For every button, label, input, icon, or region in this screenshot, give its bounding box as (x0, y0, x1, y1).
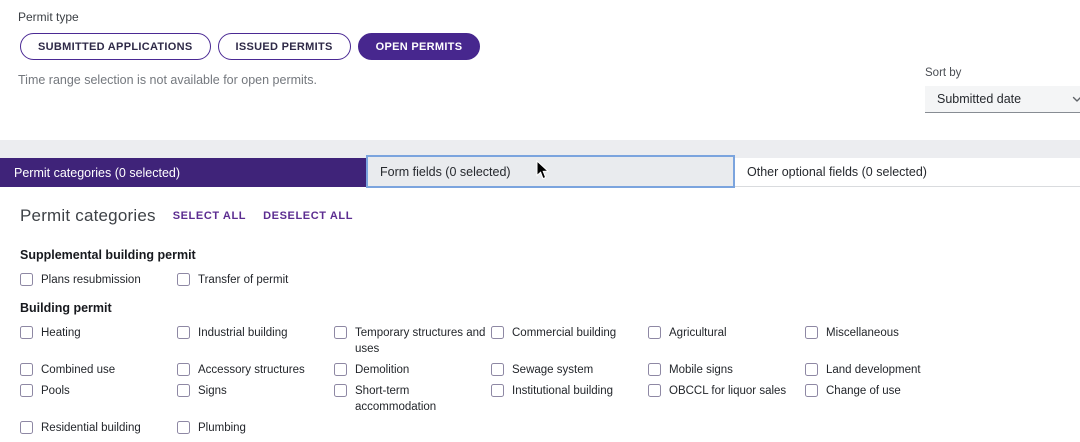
group-heading: Building permit (20, 301, 112, 315)
checkbox-label: Combined use (41, 364, 116, 376)
checkbox-label: Heating (41, 327, 81, 339)
checkbox-label: Industrial building (198, 327, 288, 339)
checkbox-label: Signs (198, 385, 227, 397)
tab-other-optional-fields[interactable]: Other optional fields (0 selected) (735, 158, 1080, 187)
checkbox-item-mobile-signs[interactable]: Mobile signs (648, 362, 805, 378)
checkbox-label: Demolition (355, 364, 410, 376)
page-title: Permit categories (20, 206, 156, 225)
checkbox-item-signs[interactable]: Signs (177, 383, 334, 415)
checkbox-icon[interactable] (177, 384, 190, 397)
checkbox-label: Pools (41, 385, 70, 397)
checkbox-label: Land development (826, 364, 921, 376)
checkbox-icon[interactable] (177, 421, 190, 434)
checkbox-label: Institutional building (512, 385, 614, 397)
checkbox-item-sewage-system[interactable]: Sewage system (491, 362, 648, 378)
permit-type-pill-submitted-applications[interactable]: SUBMITTED APPLICATIONS (20, 33, 211, 60)
permit-type-label: Permit type (18, 10, 79, 24)
checkbox-icon[interactable] (334, 363, 347, 376)
checkbox-item-agricultural[interactable]: Agricultural (648, 325, 805, 357)
permit-categories-panel: Permit categories SELECT ALL DESELECT AL… (20, 206, 1070, 436)
checkbox-label: Accessory structures (198, 364, 305, 376)
checkbox-item-combined-use[interactable]: Combined use (20, 362, 177, 378)
checkbox-item-short-term-accommodation[interactable]: Short-term accommodation (334, 383, 491, 415)
checkbox-label: Commercial building (512, 327, 617, 339)
checkbox-label: Mobile signs (669, 364, 733, 376)
checkbox-item-heating[interactable]: Heating (20, 325, 177, 357)
checkbox-item-temporary-structures-and-uses[interactable]: Temporary structures and uses (334, 325, 491, 357)
checkbox-label: Transfer of permit (198, 274, 289, 286)
checkbox-icon[interactable] (805, 363, 818, 376)
checkbox-icon[interactable] (20, 384, 33, 397)
checkbox-item-commercial-building[interactable]: Commercial building (491, 325, 648, 357)
checkbox-item-industrial-building[interactable]: Industrial building (177, 325, 334, 357)
checkbox-icon[interactable] (491, 326, 504, 339)
checkbox-icon[interactable] (491, 363, 504, 376)
checkbox-label: Change of use (826, 385, 901, 397)
panel-heading-row: Permit categories SELECT ALL DESELECT AL… (20, 206, 1070, 226)
sort-by-label: Sort by (925, 67, 962, 79)
checkbox-icon[interactable] (20, 363, 33, 376)
checkbox-icon[interactable] (334, 326, 347, 339)
checkbox-groups: Supplemental building permit Plans resubm… (20, 248, 1070, 436)
checkbox-label: Plans resubmission (41, 274, 141, 286)
checkbox-item-demolition[interactable]: Demolition (334, 362, 491, 378)
time-range-notice: Time range selection is not available fo… (18, 73, 317, 87)
checkbox-item-transfer-of-permit[interactable]: Transfer of permit (177, 272, 334, 288)
checkbox-item-plans-resubmission[interactable]: Plans resubmission (20, 272, 177, 288)
checkbox-label: Sewage system (512, 364, 594, 376)
checkbox-icon[interactable] (805, 384, 818, 397)
checkbox-item-miscellaneous[interactable]: Miscellaneous (805, 325, 962, 357)
checkbox-icon[interactable] (648, 384, 661, 397)
checkbox-item-residential-building[interactable]: Residential building (20, 420, 177, 436)
checkbox-icon[interactable] (491, 384, 504, 397)
tab-form-fields[interactable]: Form fields (0 selected) (366, 155, 735, 188)
checkbox-label: OBCCL for liquor sales (669, 385, 787, 397)
checkbox-item-plumbing[interactable]: Plumbing (177, 420, 334, 436)
checkbox-icon[interactable] (177, 363, 190, 376)
checkbox-item-obccl-for-liquor-sales[interactable]: OBCCL for liquor sales (648, 383, 805, 415)
checkbox-icon[interactable] (177, 273, 190, 286)
checkbox-label: Residential building (41, 422, 141, 434)
checkbox-grid: Heating Industrial building Temporary stru… (20, 325, 1070, 436)
checkbox-icon[interactable] (648, 363, 661, 376)
checkbox-item-pools[interactable]: Pools (20, 383, 177, 415)
sort-by-select[interactable]: Submitted date (925, 86, 1080, 113)
tab-strip-background (0, 140, 1080, 158)
checkbox-icon[interactable] (177, 326, 190, 339)
checkbox-label: Miscellaneous (826, 327, 899, 339)
checkbox-icon[interactable] (20, 421, 33, 434)
select-all-button[interactable]: SELECT ALL (172, 210, 247, 222)
checkbox-icon[interactable] (20, 273, 33, 286)
tab-permit-categories[interactable]: Permit categories (0 selected) (0, 158, 366, 187)
checkbox-label: Plumbing (198, 422, 246, 434)
permit-type-pill-group: SUBMITTED APPLICATIONS ISSUED PERMITS OPEN… (20, 33, 481, 60)
sort-by-value: Submitted date (937, 92, 1022, 106)
permit-type-pill-issued-permits[interactable]: ISSUED PERMITS (217, 33, 351, 60)
checkbox-label: Temporary structures and uses (355, 327, 486, 355)
group-heading: Supplemental building permit (20, 248, 196, 262)
permit-type-pill-open-permits[interactable]: OPEN PERMITS (357, 33, 481, 60)
checkbox-label: Short-term accommodation (355, 385, 437, 413)
checkbox-icon[interactable] (334, 384, 347, 397)
checkbox-icon[interactable] (805, 326, 818, 339)
chevron-down-icon (1071, 93, 1080, 105)
checkbox-icon[interactable] (20, 326, 33, 339)
checkbox-item-change-of-use[interactable]: Change of use (805, 383, 962, 415)
checkbox-item-institutional-building[interactable]: Institutional building (491, 383, 648, 415)
checkbox-icon[interactable] (648, 326, 661, 339)
checkbox-item-land-development[interactable]: Land development (805, 362, 962, 378)
checkbox-grid: Plans resubmission Transfer of permit (20, 272, 1070, 288)
checkbox-item-accessory-structures[interactable]: Accessory structures (177, 362, 334, 378)
checkbox-label: Agricultural (669, 327, 727, 339)
deselect-all-button[interactable]: DESELECT ALL (263, 210, 354, 222)
